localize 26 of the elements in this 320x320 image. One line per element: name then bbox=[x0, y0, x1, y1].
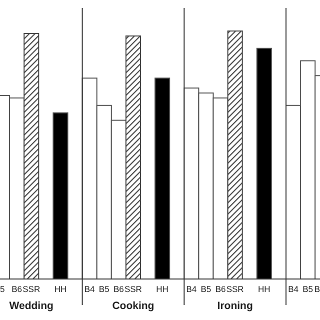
bar bbox=[24, 32, 40, 280]
x-tick-label: SSR bbox=[226, 284, 244, 294]
x-tick-label: HH bbox=[54, 284, 67, 294]
x-tick-label: B5 bbox=[98, 284, 110, 294]
x-tick-label: HH bbox=[258, 284, 270, 294]
bar bbox=[256, 48, 272, 280]
text: Wedding bbox=[9, 300, 54, 312]
bar bbox=[154, 78, 170, 280]
x-tick-label: HH bbox=[156, 284, 168, 294]
x-tick-label: B5 bbox=[302, 284, 314, 294]
text: Cooking bbox=[112, 300, 154, 312]
x-tick-label: B6 bbox=[215, 284, 226, 294]
x-tick-label: 5 bbox=[0, 284, 5, 294]
text: Ironing bbox=[217, 300, 253, 312]
x-tick-label: B4 bbox=[84, 284, 96, 294]
x-tick-label: B bbox=[314, 284, 320, 294]
x-tick-label: B6 bbox=[12, 284, 22, 294]
bar bbox=[52, 112, 68, 280]
x-tick-label: SSR bbox=[124, 284, 142, 294]
x-tick-label: B4 bbox=[186, 284, 197, 294]
x-tick-label: SSR bbox=[22, 284, 40, 294]
x-tick-label: B5 bbox=[200, 284, 212, 294]
bar bbox=[125, 35, 141, 280]
x-tick-label: B4 bbox=[288, 284, 299, 294]
bar bbox=[227, 30, 243, 280]
x-tick-label: B6 bbox=[113, 284, 124, 294]
